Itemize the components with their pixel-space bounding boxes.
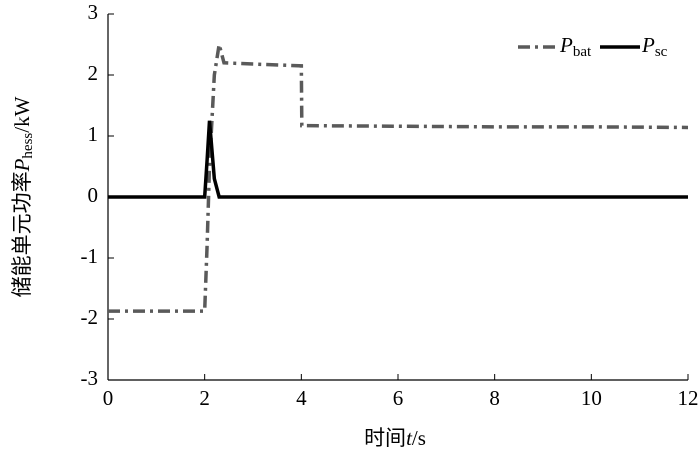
- y-tick-label: 2: [88, 61, 99, 85]
- x-tick-label: 12: [678, 386, 699, 410]
- line-series: [108, 120, 688, 199]
- line-series: [108, 44, 689, 313]
- legend-label: Pbat: [559, 33, 592, 61]
- y-label-unit: /kW: [10, 96, 34, 132]
- x-tick-label: 0: [103, 386, 114, 410]
- x-tick-label: 6: [393, 386, 404, 410]
- y-label-sub: hess: [20, 133, 36, 159]
- x-tick-label: 8: [489, 386, 500, 410]
- legend-var: P: [641, 33, 655, 57]
- x-axis-label: 时间t/s: [364, 426, 426, 450]
- x-label-text: 时间: [364, 426, 406, 450]
- legend-sub: sc: [655, 44, 668, 60]
- x-tick-label: 2: [199, 386, 210, 410]
- x-tick-label: 4: [296, 386, 307, 410]
- y-tick-label: -1: [81, 244, 99, 268]
- y-label-var: P: [10, 158, 34, 172]
- y-axis-label: 储能单元功率Phess/kW: [10, 96, 37, 297]
- x-label-unit: /s: [412, 426, 426, 450]
- x-tick-label: 10: [581, 386, 602, 410]
- y-tick-label: 0: [88, 183, 99, 207]
- y-tick-label: 3: [88, 0, 99, 24]
- legend-var: P: [559, 33, 573, 57]
- y-label-text: 储能单元功率: [10, 171, 34, 297]
- x-label-var: t: [406, 426, 413, 450]
- y-tick-label: -2: [81, 305, 99, 329]
- y-tick-label: 1: [88, 122, 99, 146]
- y-tick-label: -3: [81, 366, 99, 390]
- legend-sub: bat: [573, 44, 592, 60]
- legend-label: Psc: [641, 33, 668, 61]
